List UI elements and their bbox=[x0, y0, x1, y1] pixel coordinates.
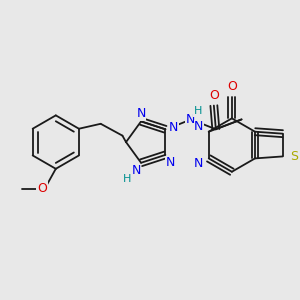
Text: O: O bbox=[37, 182, 47, 195]
Text: N: N bbox=[169, 121, 178, 134]
Text: H: H bbox=[194, 106, 202, 116]
Text: H: H bbox=[123, 174, 131, 184]
Text: N: N bbox=[185, 113, 195, 126]
Text: N: N bbox=[194, 120, 203, 133]
Text: N: N bbox=[136, 107, 146, 120]
Text: N: N bbox=[194, 157, 203, 170]
Text: O: O bbox=[209, 89, 219, 102]
Text: S: S bbox=[291, 150, 298, 163]
Text: N: N bbox=[166, 156, 175, 169]
Text: O: O bbox=[227, 80, 237, 93]
Text: N: N bbox=[131, 164, 141, 177]
